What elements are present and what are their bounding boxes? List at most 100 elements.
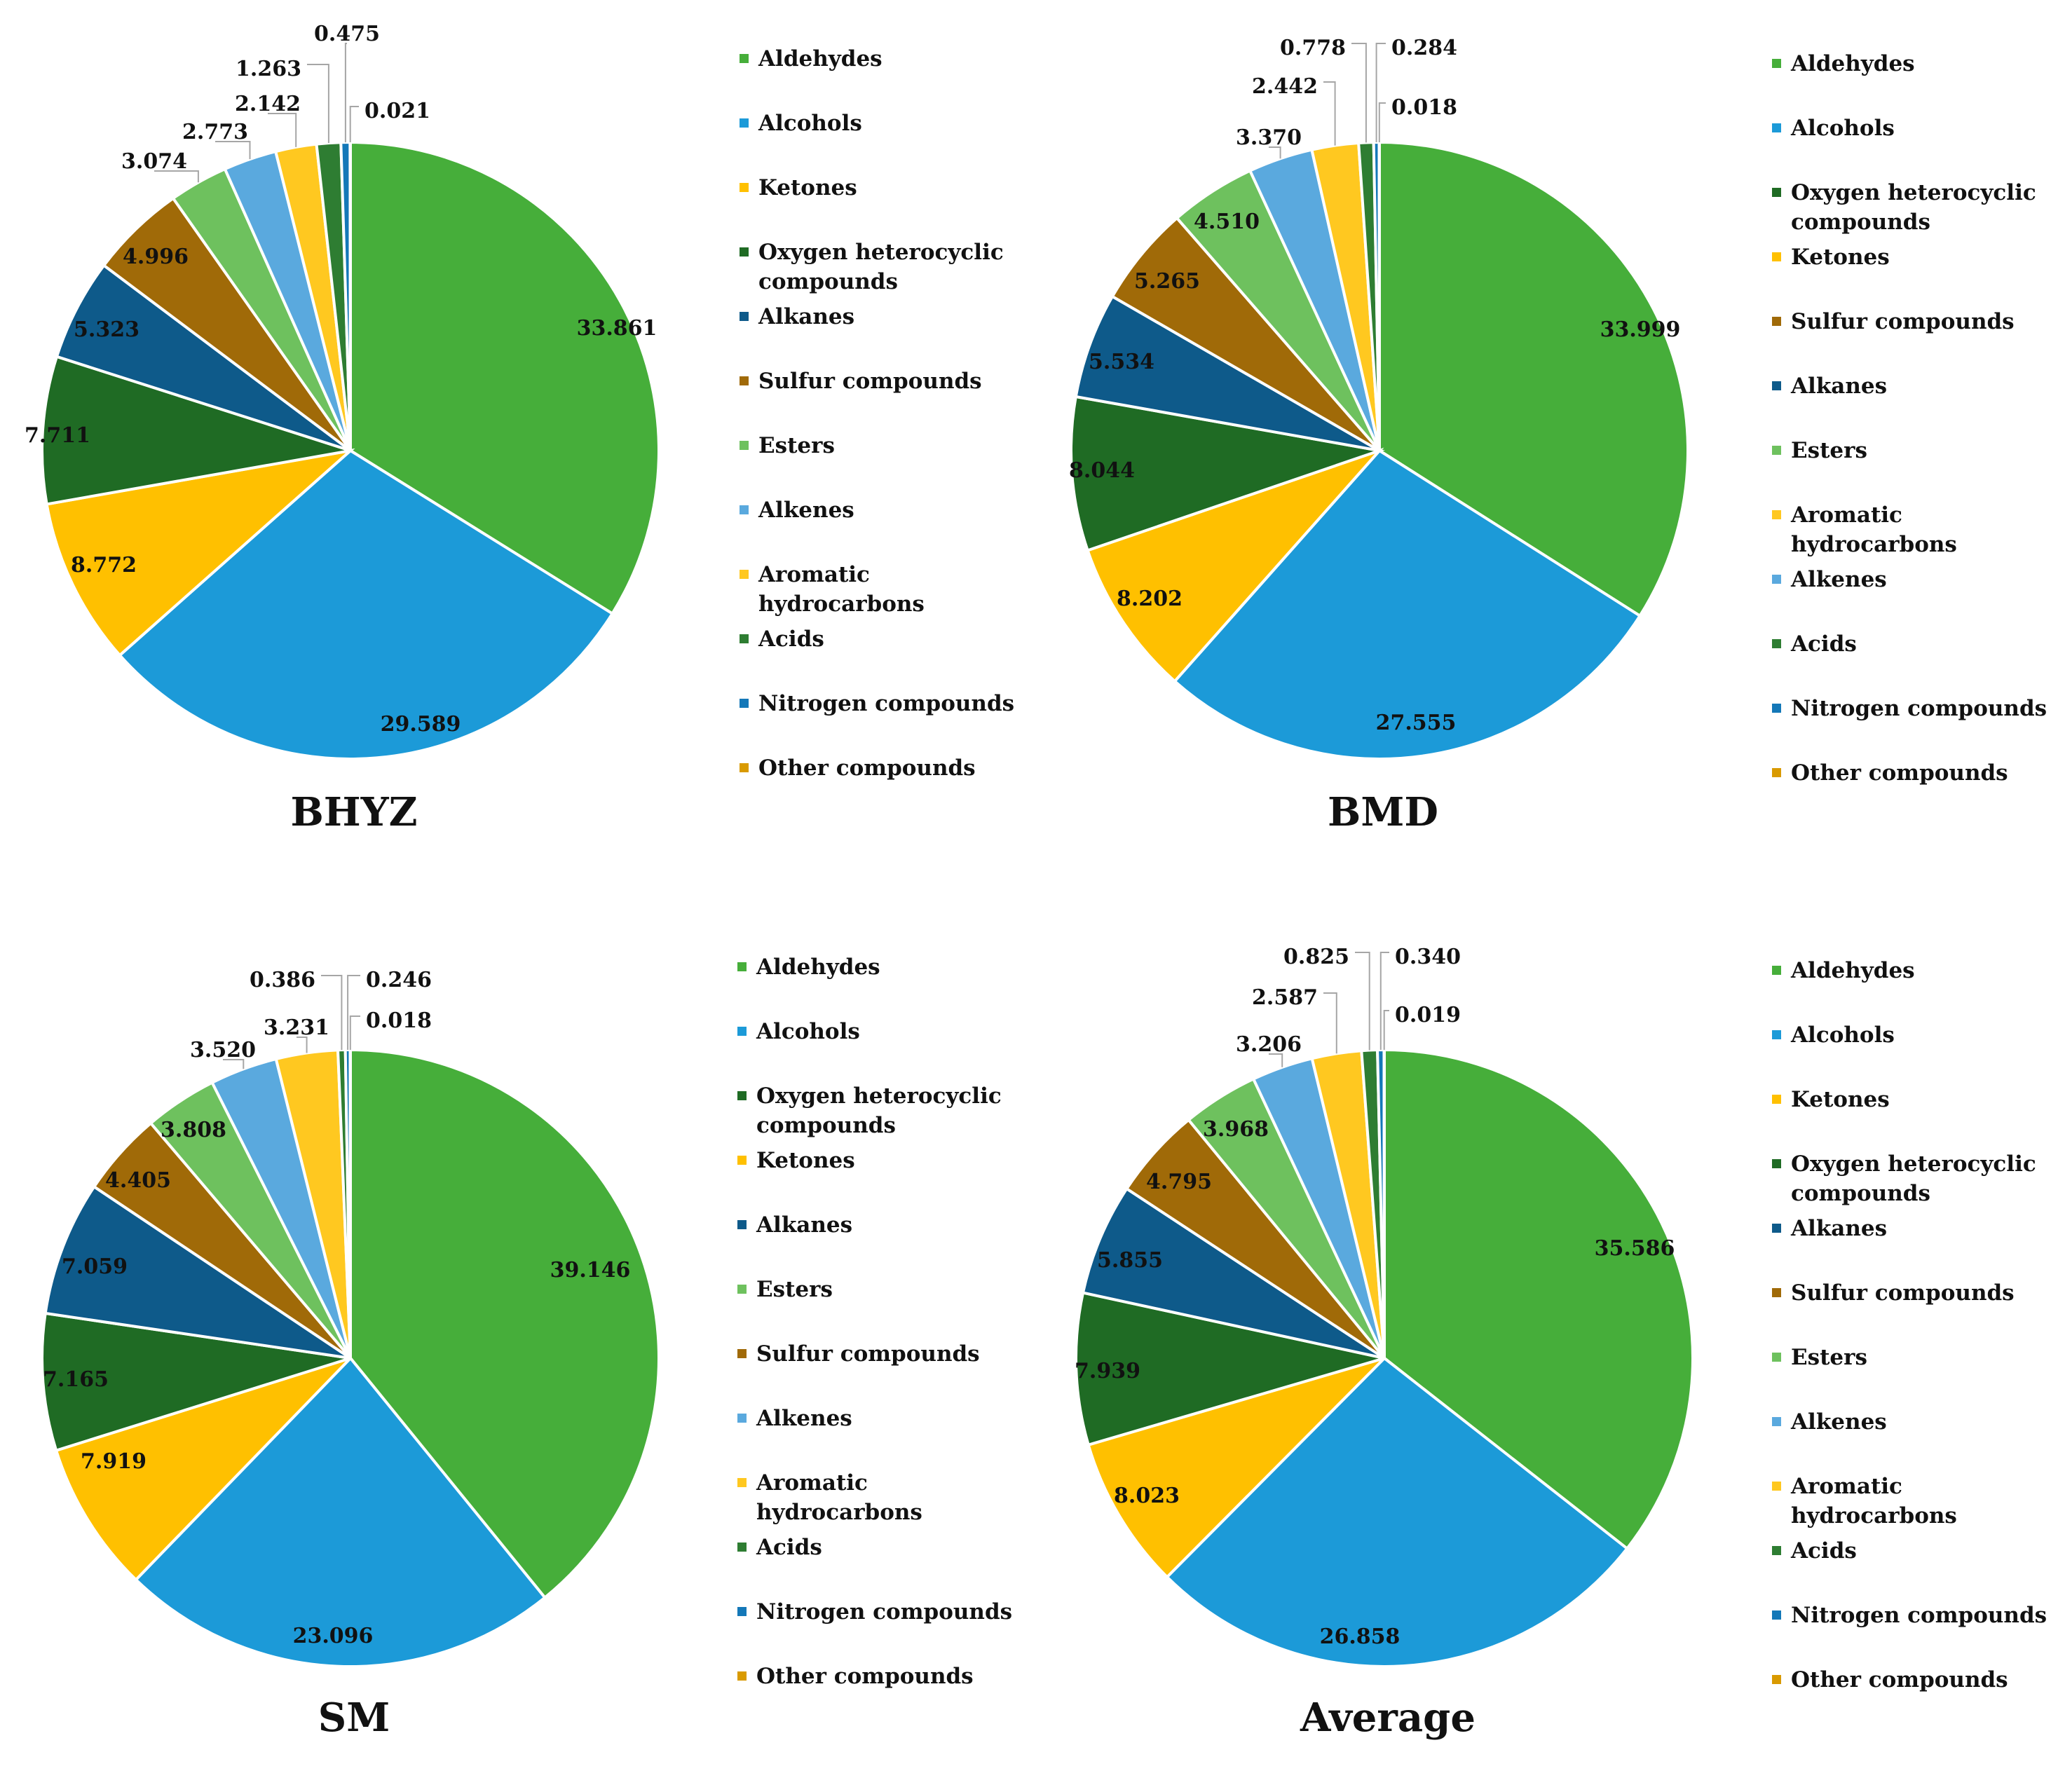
legend-label-oxygen-heterocyclic-compounds: Oxygen heterocyclic compounds	[758, 240, 1004, 294]
legend-label-alkanes: Alkanes	[1790, 374, 1887, 399]
legend-label-oxygen-heterocyclic-compounds: Oxygen heterocyclic compounds	[1791, 180, 2036, 235]
data-label-sulfur-compounds: 3.808	[161, 1118, 226, 1142]
leader-line-other-compounds	[1378, 102, 1386, 142]
data-label-other-compounds: 0.018	[1391, 95, 1457, 120]
legend-label-nitrogen-compounds: Nitrogen compounds	[758, 691, 1014, 716]
pie-slice-aldehydes	[1383, 1048, 1695, 1551]
legend-label-esters: Esters	[1791, 438, 1867, 463]
legend-swatch-nitrogen-compounds	[1772, 1610, 1781, 1620]
legend-label-oxygen-heterocyclic-compounds: Oxygen heterocyclic compounds	[756, 1083, 1002, 1138]
data-label-aldehydes: 39.146	[550, 1258, 631, 1283]
legend-swatch-ketones	[1772, 1095, 1781, 1104]
data-label-sulfur-compounds: 4.996	[123, 245, 189, 269]
legend-label-acids: Acids	[756, 1535, 822, 1560]
leader-line-aromatic-hydrocarbons	[297, 1037, 308, 1053]
pie-slice-alkanes	[43, 1184, 352, 1360]
legend-swatch-acids	[740, 634, 749, 643]
legend-swatch-nitrogen-compounds	[740, 699, 749, 708]
pie-slice-alcohols	[1165, 1356, 1630, 1668]
legend-label-aromatic-hydrocarbons: Aromatic hydrocarbons	[758, 562, 925, 617]
leader-line-nitrogen-compounds	[1375, 43, 1386, 142]
data-label-other-compounds: 0.019	[1395, 1003, 1461, 1027]
legend-label-alkanes: Alkanes	[1790, 1216, 1887, 1241]
data-label-aldehydes: 33.999	[1600, 317, 1681, 342]
leader-line-aromatic-hydrocarbons	[268, 113, 297, 147]
legend-swatch-aldehydes	[1772, 59, 1781, 68]
data-label-esters: 3.968	[1203, 1117, 1269, 1142]
data-label-sulfur-compounds: 4.795	[1146, 1170, 1212, 1194]
legend-label-esters: Esters	[758, 433, 835, 458]
data-label-aldehydes: 35.586	[1595, 1236, 1675, 1261]
legend-label-ketones: Ketones	[756, 1148, 855, 1173]
data-label-other-compounds: 0.021	[364, 99, 430, 123]
legend-label-nitrogen-compounds: Nitrogen compounds	[1791, 1603, 2047, 1628]
data-label-aldehydes: 33.861	[577, 316, 657, 341]
data-label-acids: 0.386	[250, 968, 315, 992]
legend-label-alkenes: Alkenes	[1790, 1409, 1887, 1435]
leader-line-alkenes	[223, 1059, 245, 1069]
legend-label-aldehydes: Aldehydes	[756, 955, 880, 980]
pie-slice-alkanes	[55, 263, 352, 452]
pie-panel-sm: 39.146 23.096 7.919 7.165 7.059 4.405 3.808 3.5…	[41, 955, 1012, 1741]
data-label-alkenes: 3.206	[1236, 1032, 1302, 1057]
data-label-oxygen-heterocyclic-compounds: 8.202	[1117, 587, 1183, 611]
legend-swatch-nitrogen-compounds	[737, 1607, 747, 1616]
leader-line-acids	[1355, 952, 1370, 1051]
legend-swatch-oxygen-heterocyclic-compounds	[737, 1091, 747, 1100]
data-label-acids: 0.778	[1280, 36, 1346, 60]
pie-slice-ketones	[45, 448, 355, 657]
legend-label-aldehydes: Aldehydes	[758, 46, 883, 71]
legend-swatch-aromatic-hydrocarbons	[737, 1478, 747, 1487]
data-label-ketones: 8.023	[1114, 1484, 1180, 1508]
leader-line-acids	[1351, 43, 1367, 143]
leader-line-nitrogen-compounds	[347, 975, 360, 1050]
legend-label-aldehydes: Aldehydes	[1790, 958, 1915, 983]
legend-swatch-sulfur-compounds	[1772, 317, 1781, 326]
chart-title-bmd: BMD	[1328, 789, 1438, 835]
chart-title-average: Average	[1300, 1695, 1476, 1741]
legend-label-other-compounds: Other compounds	[756, 1664, 974, 1689]
legend-swatch-esters	[737, 1285, 747, 1294]
legend-swatch-oxygen-heterocyclic-compounds	[740, 247, 749, 257]
chart-title-bhyz: BHYZ	[290, 789, 417, 835]
pie-slice-ketones	[1086, 1357, 1386, 1580]
pie-slice-alcohols	[134, 1355, 547, 1668]
legend-swatch-other-compounds	[737, 1671, 747, 1681]
legend-label-sulfur-compounds: Sulfur compounds	[1791, 1280, 2015, 1306]
leader-line-other-compounds	[1383, 1010, 1389, 1050]
pie-panel-bhyz: 33.861 29.589 8.772 7.711 5.323 4.996 3.074 2.7…	[25, 22, 1014, 835]
data-label-sulfur-compounds: 5.534	[1089, 350, 1154, 374]
data-label-acids: 0.825	[1283, 945, 1349, 969]
legend-label-alcohols: Alcohols	[1790, 1022, 1895, 1048]
legend-swatch-other-compounds	[1772, 768, 1781, 777]
legend-label-alcohols: Alcohols	[1790, 116, 1895, 141]
legend-swatch-aromatic-hydrocarbons	[1772, 510, 1781, 519]
legend-swatch-sulfur-compounds	[740, 376, 749, 385]
legend-label-alcohols: Alcohols	[756, 1019, 860, 1044]
legend-label-esters: Esters	[756, 1277, 833, 1302]
legend-swatch-oxygen-heterocyclic-compounds	[1772, 1159, 1781, 1168]
data-label-other-compounds: 0.018	[366, 1008, 432, 1033]
legend-swatch-aldehydes	[737, 962, 747, 971]
data-label-alkenes: 2.773	[182, 120, 248, 144]
legend-swatch-sulfur-compounds	[737, 1349, 747, 1358]
legend-label-sulfur-compounds: Sulfur compounds	[756, 1341, 980, 1367]
legend-swatch-alcohols	[1772, 123, 1781, 132]
legend-label-aromatic-hydrocarbons: Aromatic hydrocarbons	[1790, 502, 1957, 557]
data-label-esters: 4.405	[105, 1168, 171, 1193]
legend-label-alkanes: Alkanes	[756, 1212, 852, 1238]
data-label-alkanes: 5.265	[1134, 269, 1200, 294]
legend-label-acids: Acids	[758, 627, 824, 652]
data-label-esters: 4.510	[1194, 210, 1260, 234]
legend-label-other-compounds: Other compounds	[758, 755, 976, 781]
data-label-ketones: 7.165	[43, 1367, 109, 1392]
leader-line-acids	[321, 975, 343, 1051]
pie-slice-alkanes	[1110, 216, 1381, 452]
legend-swatch-esters	[1772, 1353, 1781, 1362]
legend-label-alkenes: Alkenes	[756, 1406, 852, 1431]
data-label-oxygen-heterocyclic-compounds: 7.919	[81, 1449, 146, 1474]
legend-swatch-alkanes	[740, 312, 749, 321]
legend-swatch-sulfur-compounds	[1772, 1288, 1781, 1297]
legend-swatch-alkenes	[1772, 1417, 1781, 1426]
pie-slice-aldehydes	[349, 1048, 660, 1600]
